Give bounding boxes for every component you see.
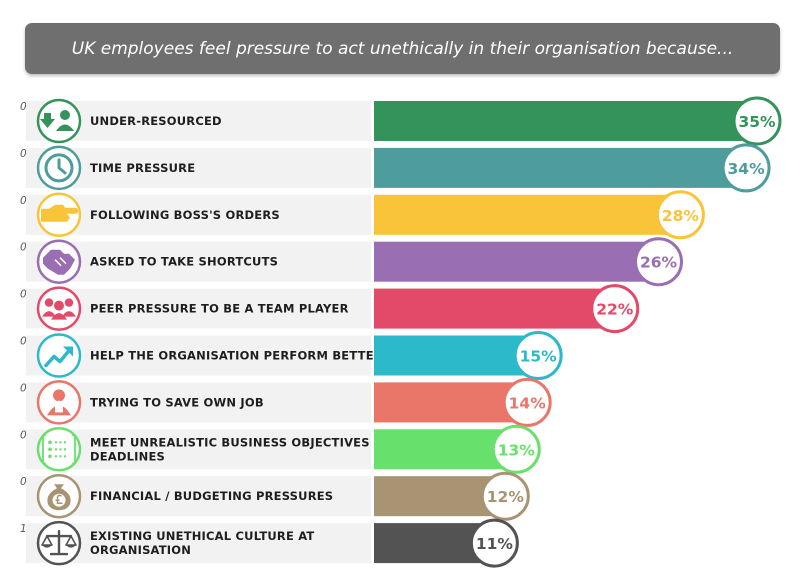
- bar-row: 10EXISTING UNETHICAL CULTURE ATORGANISAT…: [20, 518, 519, 568]
- category-label: FOLLOWING BOSS'S ORDERS: [90, 208, 280, 222]
- value-label: 35%: [738, 113, 776, 131]
- bar: [374, 241, 659, 282]
- bar-row: 08MEET UNREALISTIC BUSINESS OBJECTIVES /…: [20, 424, 541, 474]
- pound-money-bag-icon: [36, 473, 82, 519]
- chart-title-banner: UK employees feel pressure to act unethi…: [25, 23, 780, 74]
- chart-title: UK employees feel pressure to act unethi…: [71, 38, 734, 59]
- category-label: TRYING TO SAVE OWN JOB: [90, 395, 264, 409]
- download-people-icon: [36, 98, 82, 144]
- bar: [374, 101, 757, 141]
- label-panel: [26, 476, 371, 517]
- category-label: TIME PRESSURE: [90, 161, 195, 175]
- bar: [374, 288, 615, 329]
- value-label: 22%: [596, 301, 634, 319]
- clock-icon: [36, 145, 82, 191]
- growth-arrow-icon: [36, 333, 82, 378]
- category-label: PEER PRESSURE TO BE A TEAM PLAYER: [90, 302, 349, 316]
- person-lock-icon: [36, 380, 82, 425]
- value-badge: [480, 471, 530, 521]
- value-label: 34%: [728, 160, 766, 178]
- value-label: 15%: [520, 348, 558, 366]
- value-label: 13%: [498, 441, 536, 459]
- value-label: 12%: [487, 488, 525, 506]
- value-badge: [655, 190, 705, 240]
- category-label: ASKED TO TAKE SHORTCUTS: [90, 255, 278, 269]
- category-label: EXISTING UNETHICAL CULTURE AT ORGANISATIO…: [90, 529, 314, 557]
- category-label: MEET UNREALISTIC BUSINESS OBJECTIVES / DE…: [90, 435, 379, 463]
- checklist-icon: [36, 427, 82, 472]
- value-badge: [732, 96, 782, 146]
- value-label: 28%: [662, 207, 700, 225]
- value-badge: [590, 284, 640, 334]
- value-badge: [491, 424, 541, 474]
- label-panel: [26, 241, 371, 282]
- value-badge: [469, 518, 519, 568]
- label-panel: [26, 335, 371, 376]
- bar: [374, 147, 747, 188]
- value-label: 14%: [509, 394, 547, 412]
- label-panel: [26, 101, 371, 141]
- label-panel: [26, 429, 371, 470]
- handshake-icon: [36, 239, 82, 284]
- scales-icon: [36, 520, 82, 566]
- value-badge: [634, 237, 684, 287]
- value-label: 11%: [476, 535, 514, 553]
- label-panel: [26, 147, 371, 188]
- bar-row: 06HELP THE ORGANISATION PERFORM BETTER15…: [20, 331, 563, 380]
- category-label: HELP THE ORGANISATION PERFORM BETTER: [90, 349, 383, 363]
- value-label: 26%: [640, 254, 678, 272]
- bar: [374, 335, 539, 376]
- pointing-hand-icon: [36, 192, 82, 238]
- label-panel: [26, 382, 371, 423]
- value-badge: [513, 331, 563, 380]
- bar: [374, 382, 528, 423]
- category-label: FINANCIAL / BUDGETING PRESSURES: [90, 489, 333, 503]
- label-panel: [26, 288, 371, 329]
- value-badge: [721, 143, 771, 193]
- bar: [374, 194, 681, 235]
- value-badge: [502, 377, 552, 427]
- category-label: UNDER-RESOURCED: [90, 114, 222, 128]
- group-icon: [36, 286, 82, 331]
- label-panel: [26, 194, 371, 235]
- label-panel: [26, 523, 371, 564]
